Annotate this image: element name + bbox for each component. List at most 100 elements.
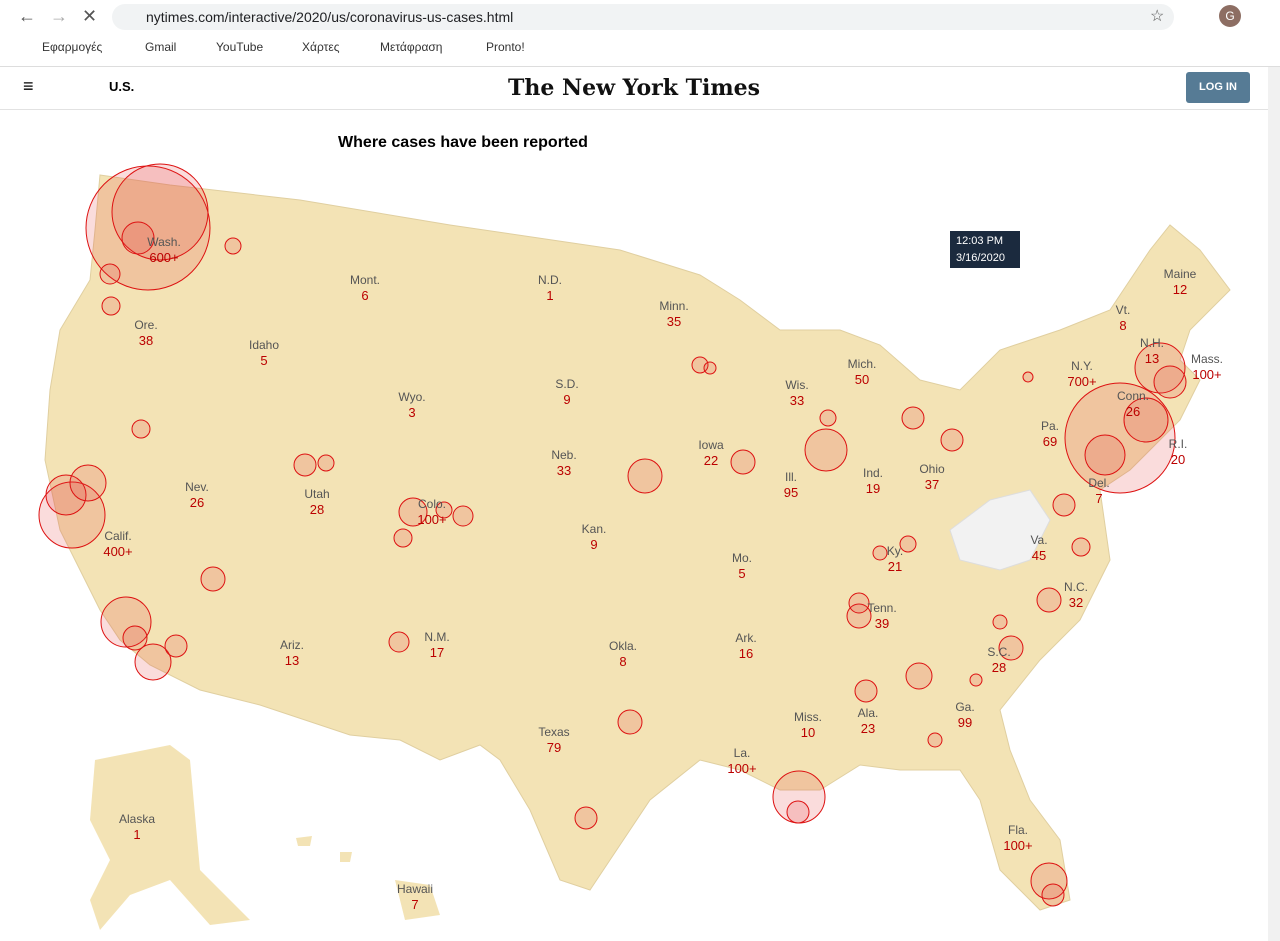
state-count: 22 [704,453,718,468]
bookmark[interactable]: Gmail [145,40,177,54]
case-circle [121,221,155,255]
state-count: 1 [133,827,140,842]
state-name: Ky. [887,544,903,558]
case-circle [200,566,226,592]
bookmark[interactable]: Pronto! [486,40,525,54]
case-circle [1030,862,1068,900]
case-circle [927,732,943,748]
state-name: N.M. [424,630,449,644]
state-name: Hawaii [397,882,433,896]
bookmark[interactable]: Μετάφραση [380,40,443,54]
case-circle [45,474,87,516]
case-circle [905,662,933,690]
timestamp-time: 12:03 PM [956,235,1003,247]
bookmark[interactable]: Χάρτες [302,40,340,54]
case-circle [317,454,335,472]
state-name: R.I. [1169,437,1188,451]
case-circle [617,709,643,735]
state-name: Ohio [919,462,945,476]
case-circle [1052,493,1076,517]
state-count: 23 [861,721,875,736]
state-name: Ala. [858,706,879,720]
state-name: Colo. [418,497,446,511]
case-circle [1022,371,1034,383]
state-count: 100+ [417,512,446,527]
case-circle [224,237,242,255]
state-name: Ark. [735,631,756,645]
section-link[interactable]: U.S. [109,79,135,94]
back-button[interactable]: ← [18,6,36,26]
case-circle [854,679,878,703]
case-circle [101,296,121,316]
state-count: 600+ [149,250,178,265]
state-count: 100+ [1003,838,1032,853]
state-name: La. [734,746,751,760]
case-circle [804,428,848,472]
state-count: 12 [1173,282,1187,297]
state-count: 50 [855,372,869,387]
case-circle [131,419,151,439]
state-name: Mo. [732,551,752,565]
state-count: 400+ [103,544,132,559]
map: Where cases have been reported Wash.600+… [38,134,1231,930]
state-count: 9 [563,392,570,407]
login-button[interactable]: LOG IN [1186,72,1250,103]
case-circle [393,528,413,548]
state-name: N.Y. [1071,359,1093,373]
state-name: Wash. [147,235,181,249]
stop-button[interactable]: ✕ [82,6,98,26]
state-count: 69 [1043,434,1057,449]
state-name: Ariz. [280,638,304,652]
case-circle [848,592,870,614]
case-circle [1134,342,1186,394]
state-name: S.D. [555,377,578,391]
state-count: 28 [992,660,1006,675]
case-circle [969,673,983,687]
map-title: Where cases have been reported [338,134,588,151]
state-count: 28 [310,502,324,517]
state-name: Tenn. [867,601,896,615]
case-circle [85,165,211,291]
scrollbar[interactable] [1268,67,1280,941]
state-count: 16 [739,646,753,661]
timestamp-date: 3/16/2020 [956,252,1005,264]
state-name: S.C. [987,645,1010,659]
bookmark-star[interactable]: ☆ [1150,8,1165,25]
case-circle [1041,883,1065,907]
state-count: 8 [1119,318,1126,333]
state-count: 9 [590,537,597,552]
case-circle [38,481,106,549]
state-name: Wis. [785,378,808,392]
state-count: 39 [875,616,889,631]
state-name: Ga. [955,700,974,714]
state-count: 33 [790,393,804,408]
state-count: 3 [408,405,415,420]
state-name: Miss. [794,710,822,724]
state-count: 1 [546,288,553,303]
case-circle [435,501,453,519]
west-virginia [949,489,1051,571]
profile[interactable]: G [1219,5,1241,27]
state-count: 10 [801,725,815,740]
state-count: 79 [547,740,561,755]
logo[interactable]: The New York Times [507,75,761,101]
state-name: N.D. [538,273,562,287]
state-count: 99 [958,715,972,730]
state-name: Neb. [551,448,576,462]
state-name: Kan. [582,522,607,536]
state-name: Calif. [104,529,131,543]
state-name: Maine [1164,267,1197,281]
case-circle [627,458,663,494]
case-circle [452,505,474,527]
state-count: 13 [285,653,299,668]
state-count: 37 [925,477,939,492]
state-name: Mich. [848,357,877,371]
forward-button[interactable]: → [50,6,68,26]
url-bar[interactable]: nytimes.com/interactive/2020/us/coronavi… [112,4,1174,30]
bookmark[interactable]: Εφαρμογές [42,40,103,54]
state-count: 45 [1032,548,1046,563]
case-circles [38,163,1187,907]
bookmark[interactable]: YouTube [216,40,264,54]
menu-button[interactable]: ≡ [23,76,34,96]
state-name: Conn. [1117,389,1149,403]
